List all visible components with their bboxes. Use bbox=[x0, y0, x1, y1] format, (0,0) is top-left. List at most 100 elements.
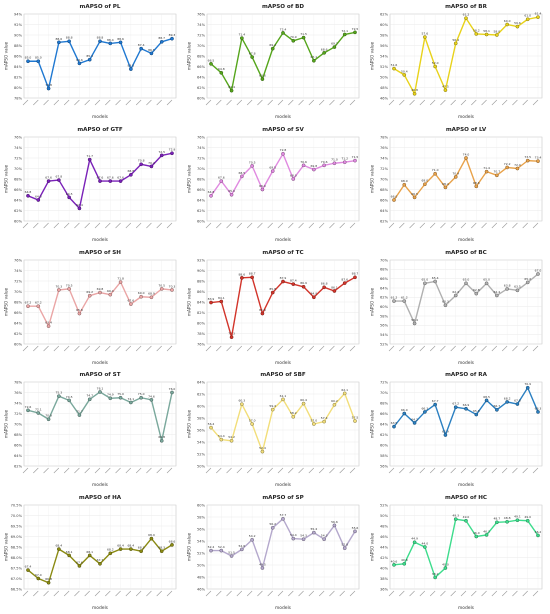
data-point bbox=[57, 40, 61, 45]
y-tick-label: 74% bbox=[197, 23, 206, 27]
data-label: 49.0 bbox=[463, 515, 470, 519]
x-axis-label: models bbox=[458, 360, 475, 366]
data-point bbox=[170, 36, 174, 41]
x-tick-label bbox=[216, 99, 222, 106]
data-point bbox=[159, 153, 164, 158]
data-label: 70.5 bbox=[66, 283, 73, 287]
data-label: 64.0 bbox=[35, 194, 42, 198]
data-point bbox=[108, 292, 113, 297]
data-point bbox=[36, 197, 41, 202]
line-chart: mAPSO of BR 46% 48% 50% 52% 54% 56% 58% 60% 62% mA… bbox=[370, 4, 543, 120]
data-point bbox=[281, 31, 285, 35]
y-tick-label: 60% bbox=[197, 219, 206, 223]
data-label: 68.2 bbox=[107, 548, 114, 552]
x-tick-label bbox=[33, 345, 39, 351]
data-point bbox=[453, 293, 458, 297]
data-point bbox=[170, 391, 174, 395]
x-axis-label: models bbox=[92, 482, 109, 488]
x-tick-label bbox=[329, 590, 335, 597]
x-axis-label: models bbox=[92, 237, 109, 243]
data-point bbox=[57, 394, 61, 399]
data-point bbox=[229, 554, 234, 559]
y-tick-label: 62% bbox=[14, 209, 23, 213]
data-point bbox=[36, 59, 41, 64]
data-point bbox=[260, 311, 265, 315]
data-label: 87.4 bbox=[138, 43, 145, 47]
y-tick-label: 46% bbox=[197, 587, 206, 591]
x-tick-label bbox=[450, 222, 456, 229]
data-label: 69.4 bbox=[107, 289, 114, 293]
x-tick-label bbox=[146, 99, 152, 106]
x-tick-label bbox=[205, 222, 212, 229]
x-tick-label bbox=[399, 468, 405, 474]
y-tick-label: 50% bbox=[380, 514, 389, 518]
data-label: 72.0 bbox=[514, 163, 521, 167]
data-point bbox=[443, 185, 448, 190]
x-tick-label bbox=[156, 222, 162, 229]
x-tick-label bbox=[440, 590, 446, 597]
x-tick-label bbox=[329, 222, 335, 229]
data-point bbox=[270, 290, 275, 294]
data-point bbox=[301, 402, 306, 406]
y-tick-label: 66% bbox=[14, 444, 23, 448]
x-tick-label bbox=[226, 99, 232, 106]
y-tick-label: 70% bbox=[14, 423, 23, 427]
data-point bbox=[392, 197, 396, 202]
data-label: 72.1 bbox=[35, 408, 42, 412]
y-axis-label: mAPSO value bbox=[370, 287, 375, 316]
data-point bbox=[149, 398, 154, 403]
x-tick-label bbox=[419, 468, 426, 474]
x-tick-label bbox=[419, 99, 426, 106]
data-label: 68.6 bbox=[169, 539, 176, 543]
data-label: 63.5 bbox=[514, 284, 521, 288]
data-label: 70.4 bbox=[452, 171, 459, 175]
x-tick-label bbox=[226, 590, 232, 597]
y-tick-label: 78% bbox=[197, 331, 206, 335]
data-label: 68.1 bbox=[86, 550, 93, 554]
data-label: 56.4 bbox=[452, 38, 459, 42]
data-point bbox=[26, 408, 30, 413]
data-point bbox=[332, 45, 337, 49]
x-tick-label bbox=[166, 345, 173, 351]
x-tick-label bbox=[318, 99, 325, 106]
x-tick-label bbox=[277, 468, 284, 474]
x-tick-label bbox=[298, 468, 304, 474]
data-point bbox=[495, 33, 499, 37]
data-point bbox=[250, 275, 254, 279]
data-point bbox=[495, 520, 499, 525]
data-point bbox=[342, 391, 347, 396]
data-label: 66.0 bbox=[259, 184, 266, 188]
y-tick-label: 74% bbox=[380, 156, 389, 160]
data-point bbox=[332, 523, 337, 528]
data-label: 71.5 bbox=[352, 155, 359, 159]
y-tick-label: 62% bbox=[14, 331, 23, 335]
y-tick-label: 64% bbox=[14, 454, 23, 458]
data-label: 67.2 bbox=[25, 300, 32, 304]
y-tick-label: 76% bbox=[197, 12, 206, 16]
data-label: 71.4 bbox=[483, 166, 490, 170]
x-tick-label bbox=[43, 590, 49, 597]
x-tick-label bbox=[94, 222, 101, 229]
chart-panel-1: mAPSO of PL 78% 80% 82% 84% 86% 88% 90% 92% 94% mA… bbox=[4, 2, 180, 122]
y-tick-label: 86% bbox=[197, 289, 206, 293]
data-point bbox=[67, 195, 71, 200]
data-label: 68.9 bbox=[148, 533, 155, 537]
y-tick-label: 70% bbox=[380, 391, 389, 395]
x-tick-label bbox=[205, 345, 212, 351]
y-tick-label: 46% bbox=[380, 96, 389, 100]
x-tick-label bbox=[419, 590, 426, 597]
y-tick-label: 60% bbox=[380, 444, 389, 448]
y-axis-label: mAPSO value bbox=[4, 410, 9, 439]
data-label: 67.2 bbox=[35, 300, 42, 304]
x-tick-label bbox=[491, 590, 498, 597]
data-point bbox=[322, 285, 326, 289]
chart-title: mAPSO of BR bbox=[445, 4, 487, 10]
data-label: 57.0 bbox=[249, 419, 256, 423]
data-point bbox=[291, 176, 296, 181]
data-point bbox=[495, 173, 499, 177]
y-tick-label: 60% bbox=[380, 23, 389, 27]
x-tick-label bbox=[74, 345, 80, 351]
x-tick-label bbox=[491, 345, 498, 351]
x-tick-label bbox=[267, 99, 273, 106]
